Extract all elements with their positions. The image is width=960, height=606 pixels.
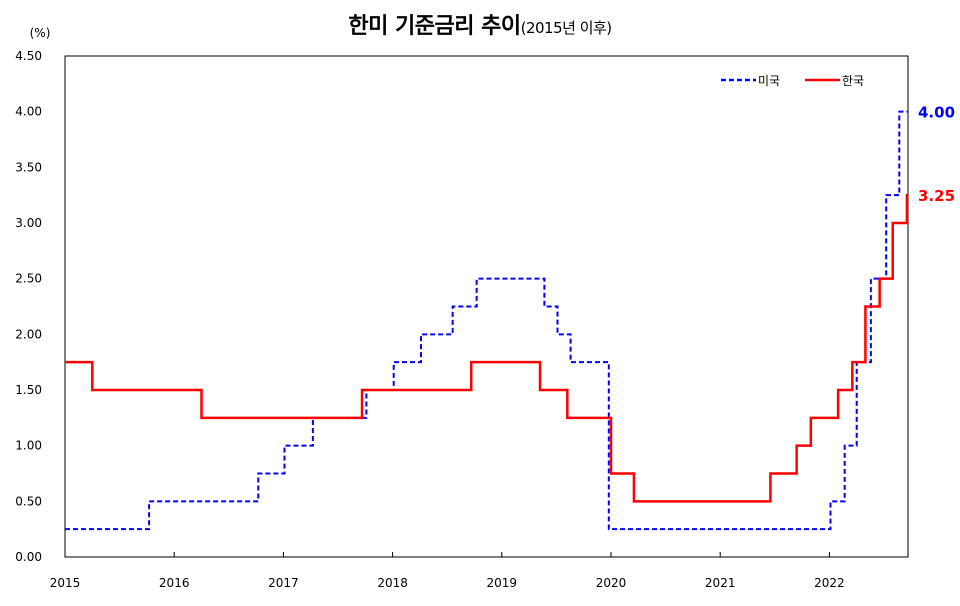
series-line-us xyxy=(65,110,909,531)
y-tick-label: 2.00 xyxy=(15,327,42,341)
chart-title: 한미 기준금리 추이(2015년 이후) xyxy=(0,8,960,40)
y-tick-label: 4.50 xyxy=(15,49,42,63)
y-tick-label: 3.00 xyxy=(15,216,42,230)
y-tick-label: 1.50 xyxy=(15,383,42,397)
end-value-label: 4.00 xyxy=(918,104,955,122)
legend-label: 미국 xyxy=(758,74,780,88)
x-tick-label: 2021 xyxy=(705,576,736,590)
x-tick-label: 2018 xyxy=(377,576,408,590)
series-line-korea xyxy=(65,193,909,503)
y-tick-label: 2.50 xyxy=(15,272,42,286)
x-tick-label: 2022 xyxy=(814,576,845,590)
y-tick-label: 3.50 xyxy=(15,160,42,174)
end-value-label: 3.25 xyxy=(918,187,955,205)
legend-label: 한국 xyxy=(842,74,864,88)
y-tick-label: 1.00 xyxy=(15,439,42,453)
title-main: 한미 기준금리 추이 xyxy=(348,14,521,39)
title-subtitle: (2015년 이후) xyxy=(520,19,613,37)
y-tick-label: 0.00 xyxy=(15,550,42,564)
y-axis-label: (%) xyxy=(30,26,51,40)
x-tick-label: 2015 xyxy=(50,576,81,590)
plot-frame xyxy=(64,55,909,558)
y-tick-label: 0.50 xyxy=(15,494,42,508)
x-tick-label: 2019 xyxy=(487,576,518,590)
x-tick-label: 2017 xyxy=(268,576,299,590)
y-tick-label: 4.00 xyxy=(15,105,42,119)
x-tick-label: 2020 xyxy=(596,576,627,590)
x-tick-label: 2016 xyxy=(159,576,190,590)
